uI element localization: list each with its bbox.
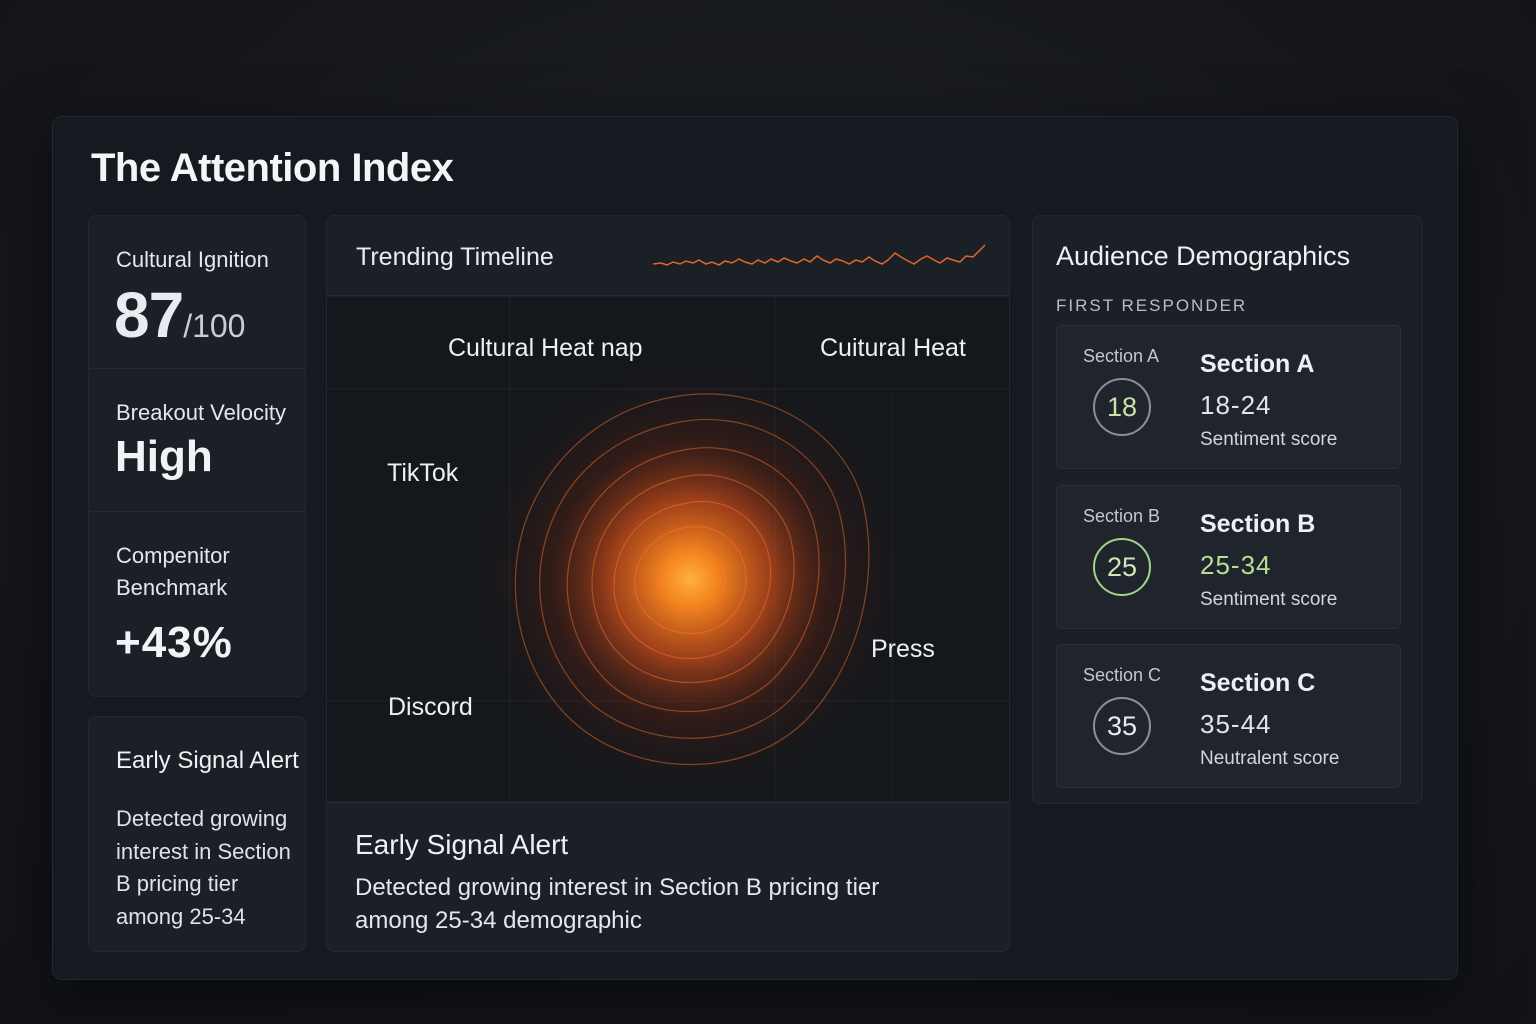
heatmap-label: Cultural Heat nap xyxy=(448,334,643,362)
heatmap-label-secondary: Cuitural Heat xyxy=(820,334,966,362)
trending-timeline-title: Trending Timeline xyxy=(356,243,554,271)
metrics-panel: Cultural Ignition 87/100 Breakout Veloci… xyxy=(88,215,306,697)
audience-demographics-panel: Audience Demographics FIRST RESPONDER Se… xyxy=(1032,215,1423,804)
cultural-ignition-score: 87/100 xyxy=(114,278,245,352)
competitor-benchmark-metric[interactable]: Compenitor Benchmark xyxy=(89,512,305,698)
trending-sparkline[interactable] xyxy=(653,242,985,276)
section-tag: Section B xyxy=(1083,506,1161,526)
section-name: Section C xyxy=(1200,669,1316,697)
alert-line: among 25-34 xyxy=(116,903,246,929)
page-title: The Attention Index xyxy=(91,146,454,190)
breakout-velocity-label: Breakout Velocity xyxy=(116,400,286,425)
section-badge: 18 xyxy=(1093,378,1151,436)
demographics-subtitle: FIRST RESPONDER xyxy=(1056,296,1248,315)
early-signal-alert-card[interactable]: Early Signal Alert Detected growing inte… xyxy=(88,716,306,952)
heat-glow xyxy=(450,339,930,801)
score-label: Sentiment score xyxy=(1200,429,1338,450)
early-signal-alert-panel[interactable]: Early Signal Alert Detected growing inte… xyxy=(327,802,1009,953)
age-range: 25-34 xyxy=(1200,550,1272,580)
section-name: Section A xyxy=(1200,350,1315,378)
section-name: Section B xyxy=(1200,510,1316,538)
age-range: 18-24 xyxy=(1200,390,1272,420)
cultural-ignition-metric[interactable]: Cultural Ignition 87/100 xyxy=(89,216,305,368)
breakout-velocity-metric[interactable]: Breakout Velocity xyxy=(89,369,305,511)
section-card-c[interactable]: Section C 35 Section C 35-44 Neutralent … xyxy=(1056,644,1401,788)
divider xyxy=(89,511,305,512)
alert-line: Detected growing interest in Section B p… xyxy=(355,874,880,901)
section-badge: 25 xyxy=(1093,538,1151,596)
section-card-b[interactable]: Section B 25 Section B 25-34 Sentiment s… xyxy=(1056,485,1401,629)
breakout-velocity-value: High xyxy=(115,432,213,481)
demographics-title: Audience Demographics xyxy=(1056,241,1351,271)
channel-press[interactable]: Press xyxy=(871,635,935,663)
section-tag: Section A xyxy=(1083,346,1160,366)
alert-body: Detected growing interest in Section B p… xyxy=(116,803,301,933)
cultural-heatmap[interactable]: Cultural Heat nap Cuitural Heat TikTok D… xyxy=(327,297,1009,801)
score-label: Neutralent score xyxy=(1200,748,1340,769)
section-badge: 35 xyxy=(1093,697,1151,755)
channel-discord[interactable]: Discord xyxy=(388,693,473,721)
alert-line: interest in Section xyxy=(116,838,291,864)
competitor-benchmark-value: +43% xyxy=(115,618,233,667)
heat-contours xyxy=(514,393,870,765)
alert-line: among 25-34 demographic xyxy=(355,907,642,934)
section-card-a[interactable]: Section A 18 Section A 18-24 Sentiment s… xyxy=(1056,325,1401,469)
channel-tiktok[interactable]: TikTok xyxy=(387,459,459,487)
alert-line: Detected growing xyxy=(116,806,288,831)
cultural-ignition-label: Cultural Ignition xyxy=(116,247,269,272)
score-label: Sentiment score xyxy=(1200,589,1338,610)
alert-title: Early Signal Alert xyxy=(116,747,299,774)
score-value: 87 xyxy=(114,279,184,351)
age-range: 35-44 xyxy=(1200,709,1272,739)
alert-line: B pricing tier xyxy=(116,871,239,896)
section-tag: Section C xyxy=(1083,665,1162,685)
divider xyxy=(89,368,305,369)
competitor-benchmark-label-2: Benchmark xyxy=(116,575,228,600)
competitor-benchmark-label-1: Compenitor xyxy=(116,543,230,568)
trending-panel: Trending Timeline xyxy=(326,215,1010,952)
score-max: /100 xyxy=(183,308,246,344)
trending-timeline-header[interactable]: Trending Timeline xyxy=(327,216,1009,296)
heatmap-graphic xyxy=(327,297,1009,801)
alert-title: Early Signal Alert xyxy=(355,829,569,860)
alert-body: Detected growing interest in Section B p… xyxy=(355,871,975,937)
